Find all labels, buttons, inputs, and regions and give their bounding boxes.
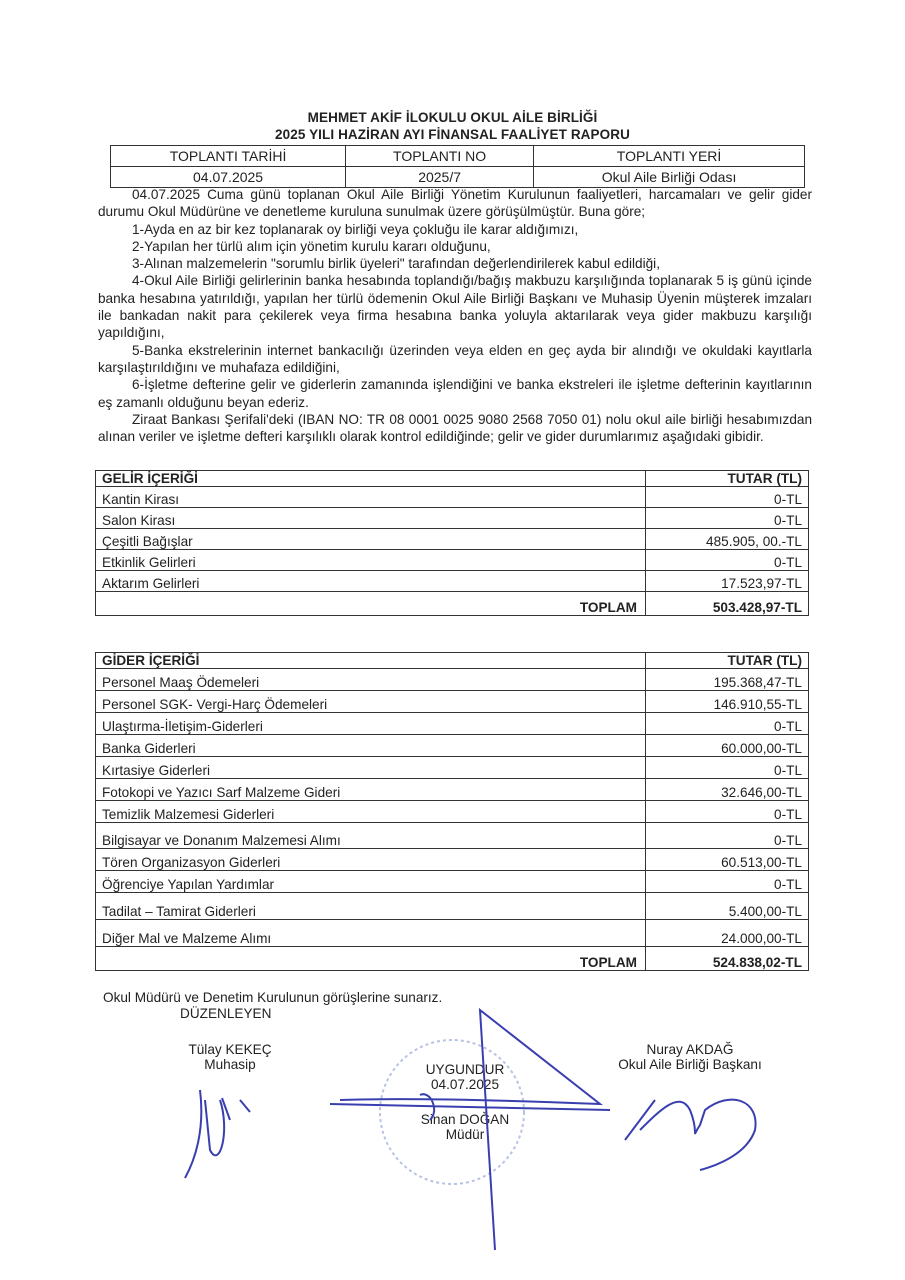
item-label: Tadilat – Tamirat Giderleri (95, 892, 646, 920)
item-2: 2-Yapılan her türlü alım için yönetim ku… (132, 238, 491, 254)
item-label: Diğer Mal ve Malzeme Alımı (95, 919, 646, 947)
table-row: Aktarım Gelirleri 17.523,97-TL (95, 570, 809, 592)
meeting-header-no: TOPLANTI NO (345, 145, 535, 167)
report-title-line2: 2025 YILI HAZİRAN AYI FİNANSAL FAALİYET … (275, 127, 630, 142)
table-row: Çeşitli Bağışlar 485.905, 00.-TL (95, 528, 809, 550)
signer-name: Tülay KEKEÇ (188, 1042, 272, 1057)
table-row: Banka Giderleri 60.000,00-TL (95, 734, 809, 757)
table-row: Kırtasiye Giderleri 0-TL (95, 756, 809, 779)
item-label: Çeşitli Bağışlar (95, 528, 646, 550)
item-amount: 24.000,00-TL (645, 919, 809, 947)
approval-date: 04.07.2025 (430, 1077, 500, 1092)
total-amount: 524.838,02-TL (645, 946, 809, 971)
item-label: Fotokopi ve Yazıcı Sarf Malzeme Gideri (95, 778, 646, 801)
item-3: 3-Alınan malzemelerin "sorumlu birlik üy… (132, 256, 660, 272)
table-row: Fotokopi ve Yazıcı Sarf Malzeme Gideri 32… (95, 778, 809, 801)
table-row: Diğer Mal ve Malzeme Alımı 24.000,00-TL (95, 919, 809, 947)
total-label: TOPLAM (95, 946, 646, 971)
signer-treasurer: Tülay KEKEÇ Muhasip (180, 1042, 280, 1072)
signer-name: Nuray AKDAĞ (646, 1042, 734, 1057)
president-signature (624, 1098, 757, 1171)
signer-president: Nuray AKDAĞ Okul Aile Birliği Başkanı (600, 1042, 780, 1072)
table-row: Personel Maaş Ödemeleri 195.368,47-TL (95, 668, 809, 691)
meeting-place: Okul Aile Birliği Odası (533, 166, 805, 188)
iban-paragraph: Ziraat Bankası Şerifali'deki (IBAN NO: T… (98, 411, 812, 445)
signer-role: Müdür (445, 1127, 485, 1142)
item-label: Kırtasiye Giderleri (95, 756, 646, 779)
principal-signature (329, 1007, 611, 1251)
table-row: Tören Organizasyon Giderleri 60.513,00-TL (95, 848, 809, 871)
meeting-date: 04.07.2025 (109, 166, 347, 188)
signer-role: Muhasip (204, 1057, 256, 1072)
item-label: Salon Kirası (95, 507, 646, 529)
table-row: Salon Kirası 0-TL (95, 507, 809, 529)
submit-text: Okul Müdürü ve Denetim Kurulunun görüşle… (103, 990, 443, 1005)
table-row: Tadilat – Tamirat Giderleri 5.400,00-TL (95, 892, 809, 920)
total-row: TOPLAM 503.428,97-TL (95, 591, 809, 616)
meeting-table: TOPLANTI TARİHİ TOPLANTI NO TOPLANTI YERİ … (109, 145, 805, 188)
item-4: 4-Okul Aile Birliği gelirlerinin banka h… (98, 273, 812, 341)
school-stamp (379, 1039, 525, 1185)
intro-paragraph: 04.07.2025 Cuma günü toplanan Okul Aile … (98, 187, 812, 220)
item-amount: 5.400,00-TL (645, 892, 809, 920)
item-amount: 60.000,00-TL (645, 734, 809, 757)
treasurer-signature (184, 1089, 251, 1179)
total-row: TOPLAM 524.838,02-TL (95, 946, 809, 971)
total-label: TOPLAM (95, 591, 646, 616)
item-label: Tören Organizasyon Giderleri (95, 848, 646, 871)
meeting-no: 2025/7 (345, 166, 535, 188)
item-label: Bilgisayar ve Donanım Malzemesi Alımı (95, 822, 646, 849)
report-body: 04.07.2025 Cuma günü toplanan Okul Aile … (98, 186, 812, 445)
total-amount: 503.428,97-TL (645, 591, 809, 616)
table-row: Bilgisayar ve Donanım Malzemesi Alımı 0-T… (95, 822, 809, 849)
item-amount: 195.368,47-TL (645, 668, 809, 691)
item-amount: 0-TL (645, 507, 809, 529)
item-6: 6-İşletme defterine gelir ve giderlerin … (98, 377, 812, 410)
item-5: 5-Banka ekstrelerinin internet bankacılı… (98, 342, 812, 375)
signer-role: Okul Aile Birliği Başkanı (618, 1057, 762, 1072)
item-amount: 0-TL (645, 712, 809, 735)
expense-table: GİDER İÇERİĞİ TUTAR (TL) Personel Maaş Öd… (95, 652, 809, 971)
report-title-line1: MEHMET AKİF İLOKULU OKUL AİLE BİRLİĞİ (307, 110, 598, 125)
income-table: GELİR İÇERİĞİ TUTAR (TL) Kantin Kirası 0-T… (95, 470, 809, 616)
prepared-by-label: DÜZENLEYEN (180, 1006, 272, 1021)
item-1: 1-Ayda en az bir kez toplanarak oy birli… (132, 221, 579, 237)
item-amount: 60.513,00-TL (645, 848, 809, 871)
income-header: GELİR İÇERİĞİ (95, 470, 646, 487)
table-row: Kantin Kirası 0-TL (95, 486, 809, 508)
item-label: Öğrenciye Yapılan Yardımlar (95, 870, 646, 893)
